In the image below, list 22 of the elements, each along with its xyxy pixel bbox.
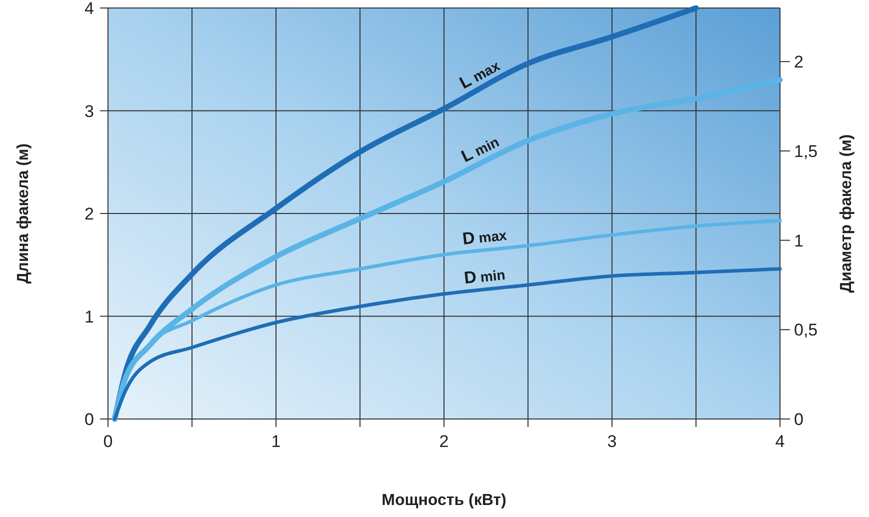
y2-tick-label: 1,5 [794,142,818,161]
y-tick-label: 3 [84,102,94,121]
x-axis-title: Мощность (кВт) [382,492,506,509]
y-tick-label: 4 [84,0,94,18]
x-tick-label: 1 [271,432,281,451]
x-tick-label: 3 [607,432,617,451]
y2-axis-title: Диаметр факела (м) [838,134,855,293]
y-tick-label: 2 [84,204,94,224]
x-tick-label: 4 [775,432,785,451]
y2-tick-label: 1 [794,231,804,250]
y-tick-label: 0 [84,410,94,429]
text: D min [463,264,506,288]
x-tick-label: 0 [103,432,113,451]
x-tick-label: 2 [439,432,449,451]
y2-tick-label: 0,5 [794,320,818,340]
y-axis-title: Длина факела (м) [15,143,32,284]
text: L max [456,56,503,93]
y-tick-label: 1 [84,307,94,326]
y2-tick-label: 0 [794,410,804,429]
y2-tick-label: 2 [794,52,804,72]
text: D max [462,224,508,248]
text: L min [458,132,502,166]
